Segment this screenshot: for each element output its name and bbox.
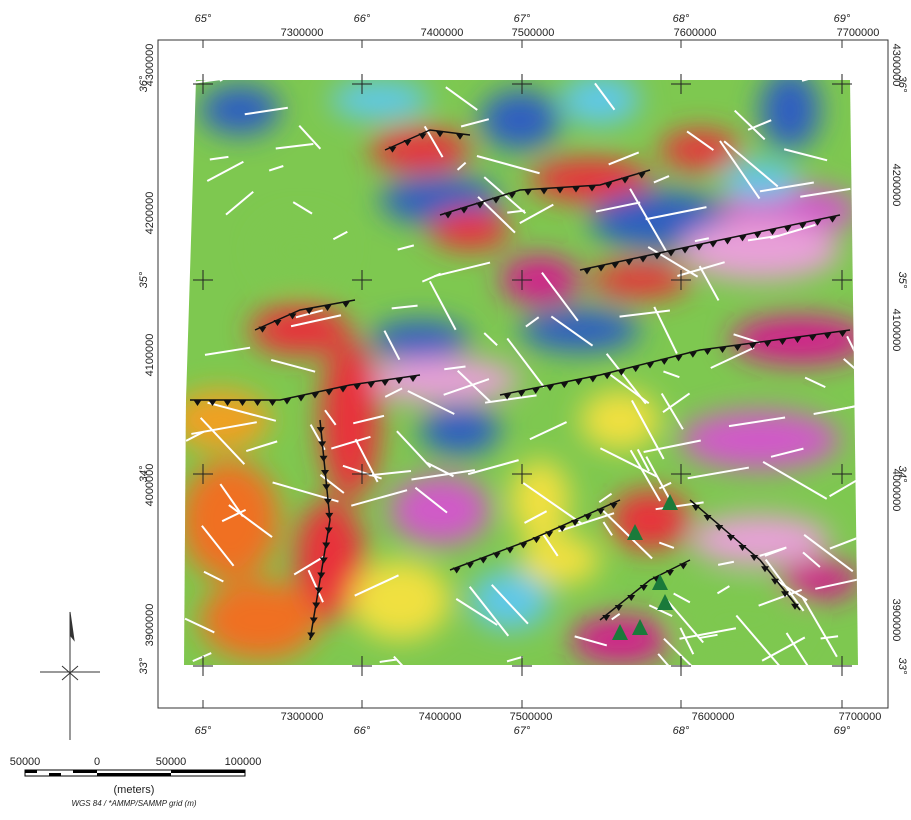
anomaly-raster — [170, 59, 883, 711]
longitude-label: 65° — [195, 13, 212, 25]
latitude-label: 35° — [896, 272, 908, 289]
northing-label: 3900000 — [890, 599, 902, 642]
anomaly — [370, 320, 470, 360]
anomaly — [520, 308, 640, 352]
northing-label: 4000000 — [144, 464, 156, 507]
north-arrow-head — [70, 612, 74, 640]
longitude-label: 68° — [673, 13, 690, 25]
anomaly — [480, 90, 560, 150]
longitude-label: 69° — [834, 13, 851, 25]
northing-label: 4300000 — [890, 44, 902, 87]
scale-seg — [97, 773, 171, 776]
scale-bar: 50000 0 50000 100000 (meters) WGS 84 / *… — [10, 756, 262, 808]
longitude-label: 67° — [514, 13, 531, 25]
northing-label: 4100000 — [890, 309, 902, 352]
easting-label: 7300000 — [281, 711, 324, 723]
longitude-label: 65° — [195, 725, 212, 737]
anomaly — [260, 220, 340, 280]
anomaly — [250, 305, 350, 355]
anomaly — [760, 70, 820, 150]
projection-note: WGS 84 / *AMMP/SAMMP grid (m) — [71, 799, 196, 808]
longitude-label: 67° — [514, 725, 531, 737]
scale-label: 0 — [94, 756, 100, 768]
anomaly — [610, 490, 690, 550]
anomaly — [390, 475, 490, 545]
anomaly — [720, 160, 800, 200]
anomaly — [330, 80, 430, 120]
anomaly — [560, 75, 640, 125]
easting-label: 7600000 — [674, 27, 717, 39]
page: {"graticule": { "longitude_labels": ["65… — [0, 0, 911, 815]
northing-label: 4200000 — [890, 164, 902, 207]
fault — [802, 76, 821, 81]
northing-label: 4000000 — [890, 469, 902, 512]
easting-label: 7500000 — [510, 711, 553, 723]
anomaly — [350, 560, 450, 640]
scale-unit: (meters) — [114, 784, 155, 796]
anomaly — [660, 130, 740, 170]
scale-seg — [25, 770, 37, 773]
anomaly — [420, 405, 500, 455]
scale-seg — [49, 773, 61, 776]
latitude-label: 35° — [138, 271, 150, 288]
northing-label: 4100000 — [144, 334, 156, 377]
latitude-label: 33° — [896, 658, 908, 675]
easting-label: 7300000 — [281, 27, 324, 39]
map-figure: 65°65°66°66°67°67°68°68°69°69°36°36°35°3… — [0, 0, 911, 815]
longitude-label: 68° — [673, 725, 690, 737]
longitude-label: 66° — [354, 725, 371, 737]
scale-label: 50000 — [156, 756, 187, 768]
longitude-label: 66° — [354, 13, 371, 25]
fault — [220, 59, 253, 81]
northing-label: 4200000 — [144, 192, 156, 235]
northing-label: 3900000 — [144, 604, 156, 647]
anomaly — [680, 220, 840, 280]
anomaly — [580, 390, 660, 450]
northing-label: 4300000 — [144, 44, 156, 87]
easting-label: 7600000 — [692, 711, 735, 723]
longitude-label: 69° — [834, 725, 851, 737]
anomaly — [680, 410, 840, 470]
scale-label: 50000 — [10, 756, 41, 768]
scale-label: 100000 — [225, 756, 262, 768]
anomaly — [520, 535, 600, 585]
latitude-label: 33° — [138, 657, 150, 674]
scale-seg — [171, 770, 245, 773]
easting-label: 7700000 — [837, 27, 880, 39]
easting-label: 7400000 — [419, 711, 462, 723]
easting-label: 7400000 — [421, 27, 464, 39]
anomaly — [170, 390, 270, 450]
anomaly — [200, 580, 320, 660]
scale-seg — [73, 770, 97, 773]
easting-label: 7700000 — [839, 711, 882, 723]
easting-label: 7500000 — [512, 27, 555, 39]
north-arrow — [40, 612, 100, 740]
